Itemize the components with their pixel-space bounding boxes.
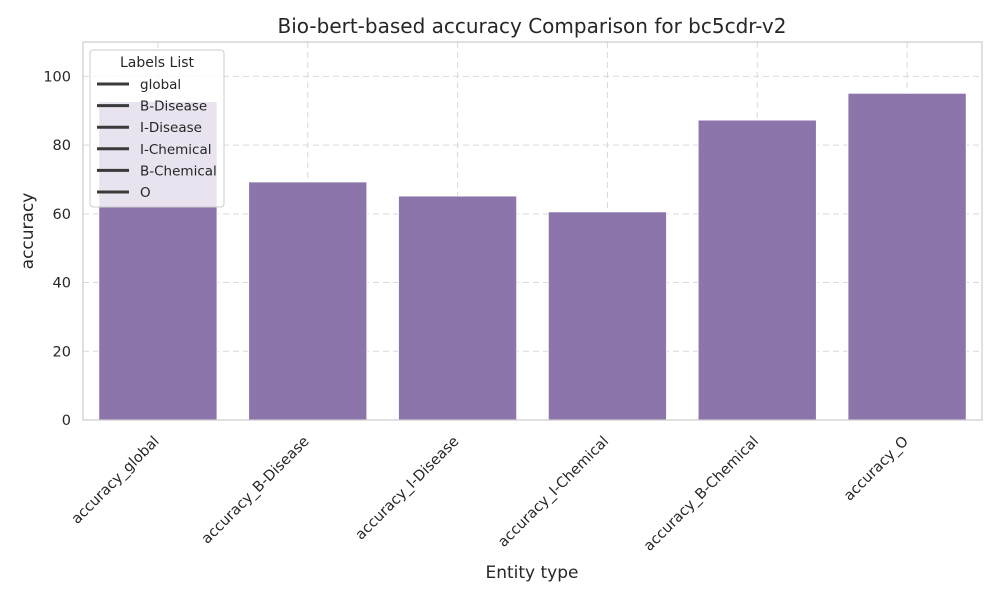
x-tick-label: accuracy_O (841, 434, 912, 505)
bar-accuracy_B-Chemical (697, 119, 817, 421)
legend: Labels List global B-Disease I-Disease I-Ch… (89, 49, 225, 208)
x-tick-label: accuracy_B-Chemical (641, 434, 762, 555)
bars (98, 92, 967, 421)
legend-title: Labels List (120, 55, 194, 71)
bar-accuracy_O (847, 92, 967, 421)
y-axis-ticks: 0 20 40 60 80 100 (43, 69, 71, 429)
legend-entry-I-Disease: I-Disease (140, 120, 202, 136)
legend-box (89, 49, 225, 208)
legend-entries: global B-Disease I-Disease I-Chemical B-Chem… (97, 77, 217, 201)
bar-accuracy_I-Disease (397, 195, 518, 421)
x-axis-label: Entity type (485, 563, 578, 583)
x-tick-label: accuracy_B-Disease (199, 433, 313, 547)
y-tick-label: 0 (62, 413, 71, 429)
chart-title: Bio-bert-based accuracy Comparison for b… (278, 14, 787, 38)
bar-accuracy_B-Disease (248, 181, 368, 421)
legend-entry-B-Disease: B-Disease (140, 99, 207, 115)
bar-accuracy_I-Chemical (547, 211, 668, 421)
legend-entry-global: global (140, 77, 181, 93)
y-axis-label: accuracy (18, 193, 38, 270)
legend-entry-I-Chemical: I-Chemical (140, 142, 212, 158)
y-tick-label: 100 (43, 69, 71, 85)
legend-entry-B-Chemical: B-Chemical (140, 163, 217, 179)
x-tick-label: accuracy_global (69, 434, 163, 528)
y-tick-label: 60 (53, 207, 71, 223)
y-tick-label: 20 (53, 344, 71, 360)
y-tick-label: 80 (53, 138, 71, 154)
x-tick-label: accuracy_I-Disease (353, 433, 463, 543)
x-tick-label: accuracy_I-Chemical (495, 434, 612, 551)
legend-entry-O: O (140, 185, 151, 201)
y-tick-label: 40 (53, 276, 71, 292)
x-axis-ticks: accuracy_global accuracy_B-Disease accurac… (69, 433, 912, 554)
plot-frame (82, 41, 983, 421)
